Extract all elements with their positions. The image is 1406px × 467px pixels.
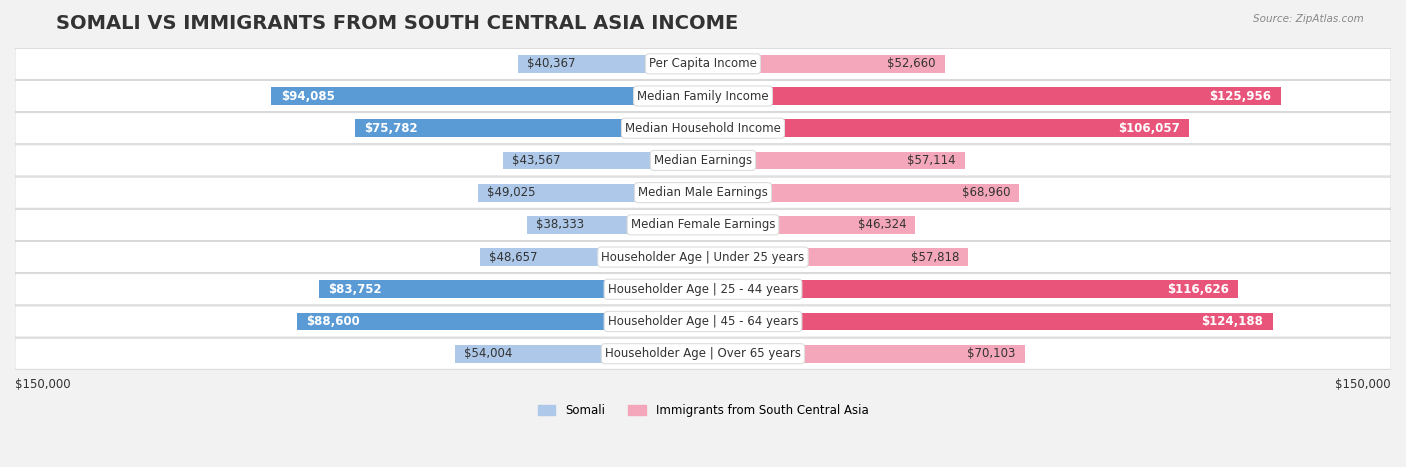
Bar [703, 87, 1281, 105]
Text: $68,960: $68,960 [962, 186, 1010, 199]
Text: $70,103: $70,103 [967, 347, 1015, 360]
Text: $57,818: $57,818 [911, 251, 959, 263]
FancyBboxPatch shape [15, 338, 1391, 369]
Text: SOMALI VS IMMIGRANTS FROM SOUTH CENTRAL ASIA INCOME: SOMALI VS IMMIGRANTS FROM SOUTH CENTRAL … [56, 14, 738, 33]
Bar [703, 281, 1237, 298]
Bar [703, 120, 1189, 137]
Text: Householder Age | 25 - 44 years: Householder Age | 25 - 44 years [607, 283, 799, 296]
Bar [319, 281, 703, 298]
FancyBboxPatch shape [15, 274, 1391, 305]
Text: $150,000: $150,000 [1336, 378, 1391, 391]
Text: $124,188: $124,188 [1202, 315, 1264, 328]
Bar [703, 55, 945, 73]
Text: $83,752: $83,752 [328, 283, 381, 296]
Bar [271, 87, 703, 105]
Text: $116,626: $116,626 [1167, 283, 1229, 296]
Bar [503, 152, 703, 170]
FancyBboxPatch shape [15, 306, 1391, 337]
FancyBboxPatch shape [15, 113, 1391, 144]
Text: Householder Age | 45 - 64 years: Householder Age | 45 - 64 years [607, 315, 799, 328]
Text: Median Male Earnings: Median Male Earnings [638, 186, 768, 199]
Text: $150,000: $150,000 [15, 378, 70, 391]
Legend: Somali, Immigrants from South Central Asia: Somali, Immigrants from South Central As… [533, 399, 873, 422]
FancyBboxPatch shape [15, 145, 1391, 176]
Bar [478, 184, 703, 201]
Bar [527, 216, 703, 234]
Bar [356, 120, 703, 137]
Bar [479, 248, 703, 266]
Text: $125,956: $125,956 [1209, 90, 1271, 103]
FancyBboxPatch shape [15, 177, 1391, 208]
Text: $75,782: $75,782 [364, 122, 418, 134]
Bar [517, 55, 703, 73]
Text: Per Capita Income: Per Capita Income [650, 57, 756, 71]
Text: Median Household Income: Median Household Income [626, 122, 780, 134]
Bar [456, 345, 703, 362]
Bar [703, 184, 1019, 201]
Text: $94,085: $94,085 [281, 90, 335, 103]
Text: $48,657: $48,657 [489, 251, 537, 263]
Bar [703, 216, 915, 234]
Text: $57,114: $57,114 [907, 154, 956, 167]
Bar [703, 312, 1272, 330]
Text: Householder Age | Under 25 years: Householder Age | Under 25 years [602, 251, 804, 263]
Text: $49,025: $49,025 [488, 186, 536, 199]
Text: Source: ZipAtlas.com: Source: ZipAtlas.com [1253, 14, 1364, 24]
FancyBboxPatch shape [15, 48, 1391, 79]
Bar [297, 312, 703, 330]
Text: Median Family Income: Median Family Income [637, 90, 769, 103]
Text: $46,324: $46,324 [858, 219, 907, 231]
Bar [703, 248, 969, 266]
Text: $52,660: $52,660 [887, 57, 935, 71]
Bar [703, 345, 1025, 362]
Text: $54,004: $54,004 [464, 347, 513, 360]
Text: $43,567: $43,567 [512, 154, 561, 167]
Text: $38,333: $38,333 [536, 219, 585, 231]
Text: Median Earnings: Median Earnings [654, 154, 752, 167]
Bar [703, 152, 965, 170]
Text: $40,367: $40,367 [527, 57, 575, 71]
FancyBboxPatch shape [15, 241, 1391, 273]
FancyBboxPatch shape [15, 80, 1391, 112]
FancyBboxPatch shape [15, 209, 1391, 241]
Text: $106,057: $106,057 [1119, 122, 1180, 134]
Text: Householder Age | Over 65 years: Householder Age | Over 65 years [605, 347, 801, 360]
Text: $88,600: $88,600 [305, 315, 360, 328]
Text: Median Female Earnings: Median Female Earnings [631, 219, 775, 231]
